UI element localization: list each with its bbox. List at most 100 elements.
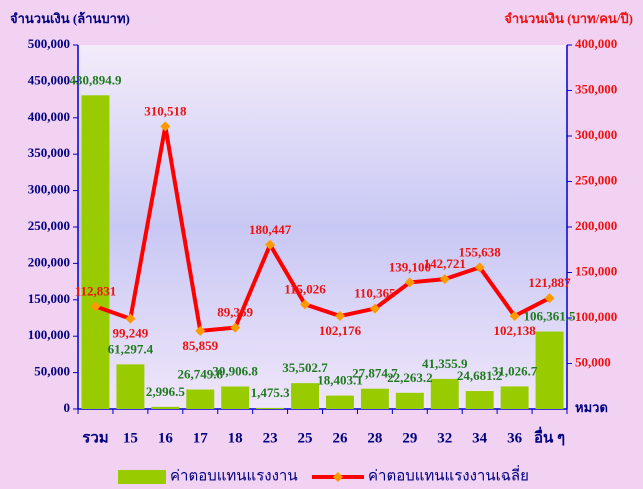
- y-tick-label: 250,000: [28, 218, 70, 233]
- y-tick-label: 350,000: [28, 145, 70, 160]
- y2-tick-label: 100,000: [575, 309, 617, 324]
- data-label: 41,355.9: [422, 356, 468, 371]
- data-label: 110,365: [354, 286, 396, 301]
- legend-swatch: [333, 472, 343, 482]
- y2-tick-label: 250,000: [575, 172, 617, 187]
- data-label: 102,176: [319, 323, 362, 338]
- y2-axis-title: จำนวนเงิน (บาท/คน/ปี): [504, 11, 633, 26]
- y-tick-label: 400,000: [28, 109, 70, 124]
- marker: [195, 325, 206, 336]
- legend-label: ค่าตอบแทนแรงงานเฉลี่ย: [368, 464, 529, 484]
- bar: [500, 386, 529, 409]
- x-tick-label: 34: [472, 430, 488, 446]
- data-label: 430,894.9: [69, 72, 122, 87]
- data-label: 99,249: [113, 326, 149, 341]
- y2-tick-label: 300,000: [575, 127, 617, 142]
- marker: [125, 313, 136, 324]
- data-label: 61,297.4: [108, 341, 154, 356]
- x-tick-label: 23: [263, 430, 278, 446]
- line: [94, 126, 551, 334]
- x-tick-label: 15: [123, 430, 138, 446]
- x-tick-label: 18: [228, 430, 243, 446]
- y-tick-label: 100,000: [28, 327, 70, 342]
- legend-swatch: [118, 470, 166, 484]
- data-label: 115,026: [284, 281, 326, 296]
- x-tick-label: 36: [507, 430, 523, 446]
- bar: [256, 407, 285, 409]
- y-tick-label: 0: [64, 400, 71, 415]
- x-tick-label: 25: [298, 430, 313, 446]
- data-label: 139,100: [389, 259, 431, 274]
- y-tick-label: 450,000: [28, 72, 70, 87]
- bar: [360, 388, 389, 409]
- data-label: 30,906.8: [212, 363, 258, 378]
- x-tick-label: รวม: [82, 430, 108, 446]
- bar: [151, 406, 180, 409]
- data-label: 155,638: [459, 244, 502, 259]
- marker: [439, 274, 450, 285]
- x-tick-label: 32: [437, 430, 452, 446]
- marker: [404, 277, 415, 288]
- bar: [81, 95, 110, 410]
- data-label: 22,263.2: [387, 370, 433, 385]
- bar: [291, 383, 320, 409]
- data-label: 18,403.1: [317, 373, 363, 388]
- y2-tick-label: 50,000: [575, 354, 611, 369]
- marker: [474, 262, 485, 273]
- x-tick-label: 16: [158, 430, 174, 446]
- bar: [325, 395, 354, 409]
- bar: [116, 364, 145, 409]
- data-label: 142,721: [424, 256, 466, 271]
- y-tick-label: 200,000: [28, 254, 70, 269]
- bar: [465, 391, 494, 409]
- data-label: 26,749.8: [178, 367, 224, 382]
- data-label: 2,996.5: [146, 384, 186, 399]
- data-label: 24,681.2: [457, 368, 503, 383]
- plot-area: [78, 45, 567, 409]
- marker: [300, 299, 311, 310]
- data-label: 310,518: [144, 103, 187, 118]
- marker: [90, 301, 101, 312]
- y-tick-label: 150,000: [28, 291, 70, 306]
- bar: [535, 331, 564, 409]
- y-tick-label: 50,000: [34, 364, 70, 379]
- bar: [395, 392, 424, 409]
- y2-tick-label: 350,000: [575, 81, 617, 96]
- data-label: 102,138: [493, 323, 536, 338]
- marks: 0 50,000 100,000 150,000 200,000 250,000 300,0…: [28, 36, 618, 484]
- data-label: 35,502.7: [282, 360, 328, 375]
- marker: [369, 303, 380, 314]
- y2-tick-label: 200,000: [575, 218, 617, 233]
- x-tick-label: 17: [193, 430, 209, 446]
- bar: [221, 386, 250, 409]
- y-axis-title: จำนวนเงิน (ล้านบาท): [10, 11, 130, 26]
- marker: [265, 239, 276, 250]
- x-tick-label: 28: [367, 430, 382, 446]
- marker: [334, 311, 345, 322]
- x-tick-label: อื่น ๆ: [534, 426, 565, 446]
- x-axis-title: หมวด: [575, 400, 608, 415]
- y2-tick-label: 150,000: [575, 263, 617, 278]
- y2-tick-label: 400,000: [575, 36, 617, 51]
- data-label: 85,859: [182, 338, 218, 353]
- data-label: 1,475.3: [251, 385, 291, 400]
- data-label: 27,874.7: [352, 366, 398, 381]
- data-label: 121,887: [528, 275, 571, 290]
- data-label: 106,361.5: [524, 309, 577, 324]
- marker: [160, 121, 171, 132]
- data-label: 180,447: [249, 222, 292, 237]
- y-tick-label: 500,000: [28, 36, 70, 51]
- marker: [509, 311, 520, 322]
- x-tick-label: 29: [402, 430, 417, 446]
- data-label: 112,831: [75, 283, 117, 298]
- data-label: 89,369: [217, 305, 253, 320]
- y-tick-label: 300,000: [28, 182, 70, 197]
- marker: [544, 293, 555, 304]
- bar: [186, 389, 215, 409]
- x-tick-label: 26: [332, 430, 348, 446]
- data-label: 31,026.7: [492, 363, 538, 378]
- legend-label: ค่าตอบแทนแรงงาน: [170, 468, 298, 484]
- marker: [230, 322, 241, 333]
- bar: [430, 378, 459, 409]
